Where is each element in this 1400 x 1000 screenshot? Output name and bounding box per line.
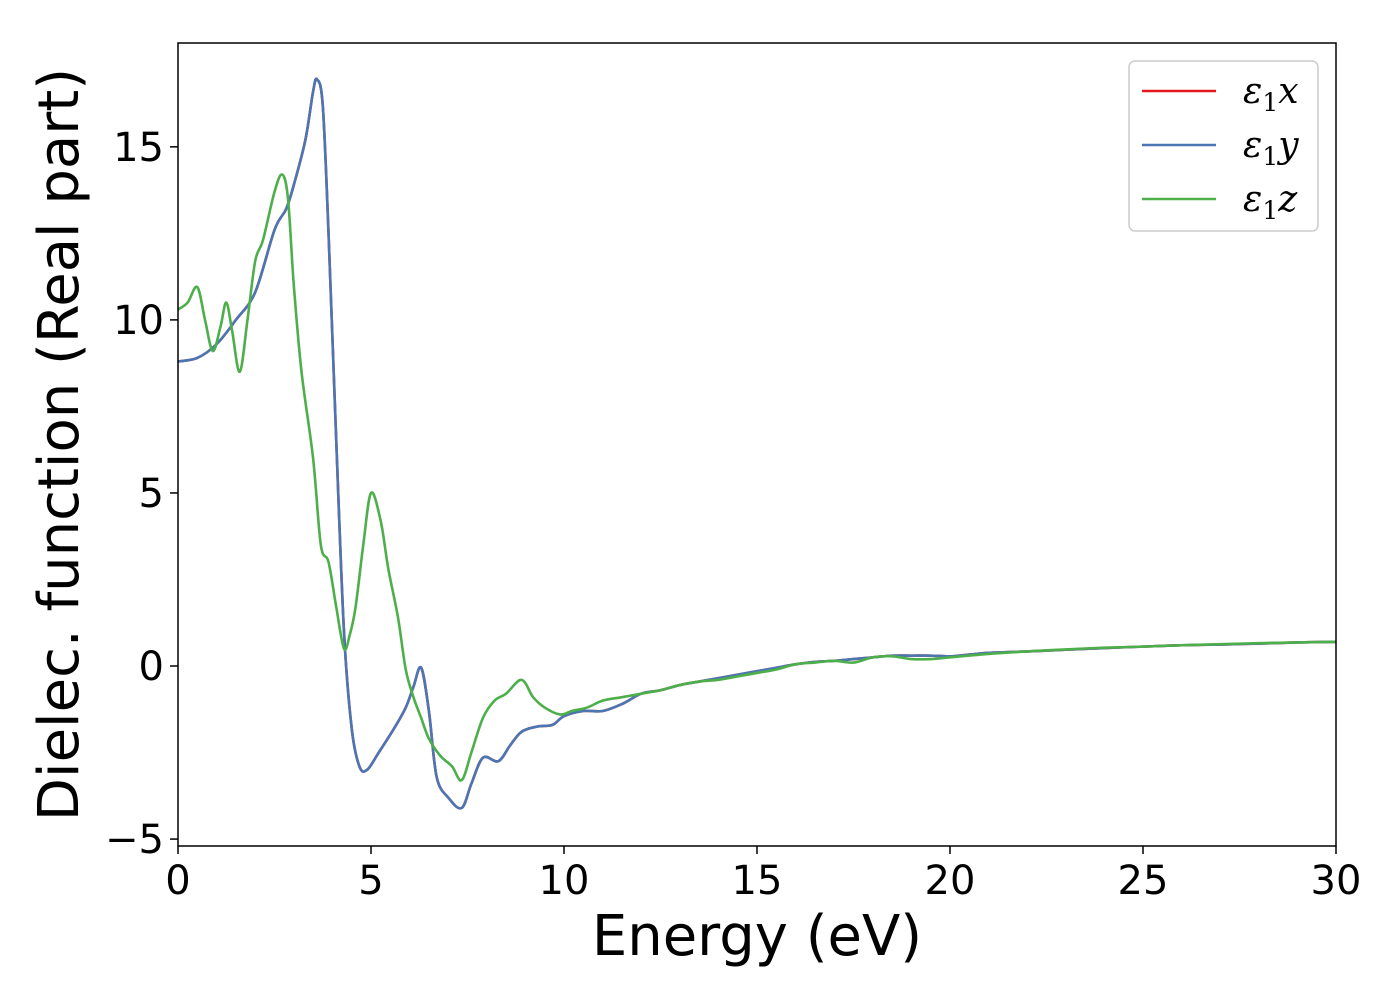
y-tick-label: 10 [113, 298, 164, 344]
y-tick-label: −5 [105, 817, 164, 863]
legend-box [1128, 60, 1319, 232]
x-tick-label: 30 [1311, 858, 1362, 904]
y-tick-label: 0 [139, 644, 164, 690]
x-tick-label: 0 [165, 858, 190, 904]
x-axis-title: Energy (eV) [592, 904, 922, 969]
x-tick-label: 10 [539, 858, 590, 904]
y-tick-label: 15 [113, 125, 164, 171]
y-tick-label: 5 [139, 471, 164, 517]
x-tick-label: 15 [732, 858, 783, 904]
legend: ε1x ε1y ε1z [1128, 60, 1319, 232]
legend-label-y: ε1y [1243, 125, 1299, 171]
series-line-z [178, 173, 1336, 782]
legend-label-x: ε1x [1243, 71, 1299, 117]
series-layer [178, 77, 1336, 810]
x-tick-label: 5 [358, 858, 383, 904]
legend-items: ε1x ε1y ε1z [1142, 71, 1299, 225]
x-tick-label: 20 [925, 858, 976, 904]
y-axis-title: Dielec. function (Real part) [27, 68, 92, 821]
legend-label-z: ε1z [1243, 179, 1298, 225]
x-tick-label: 25 [1118, 858, 1169, 904]
